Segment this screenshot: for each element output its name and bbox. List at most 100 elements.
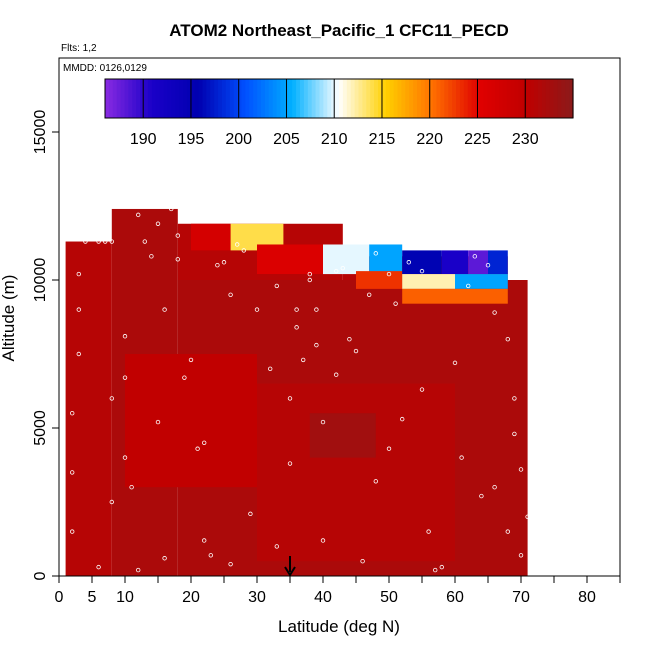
colorbar-segment <box>444 79 449 118</box>
sample-point <box>492 485 497 490</box>
heatmap-cell <box>356 271 403 289</box>
colorbar-segment <box>339 79 344 118</box>
heatmap-cell <box>309 413 376 458</box>
colorbar-segment <box>237 79 243 118</box>
colorbar-segment <box>303 79 309 118</box>
colorbar-segment <box>346 79 352 118</box>
y-tick-label: 5000 <box>32 410 49 446</box>
colorbar-segment <box>370 79 375 118</box>
x-tick-label: 70 <box>512 589 530 606</box>
sample-point <box>122 375 128 380</box>
colorbar-segment <box>218 79 223 118</box>
x-tick-label: 80 <box>578 589 596 606</box>
colorbar-segment <box>393 79 399 118</box>
sample-point <box>307 271 312 277</box>
colorbar-segment <box>526 79 531 118</box>
colorbar-segment <box>479 79 484 118</box>
sample-point <box>466 283 471 289</box>
colorbar-segment <box>491 79 496 118</box>
sample-point <box>439 564 444 570</box>
sample-point <box>182 375 187 380</box>
colorbar-segment <box>163 79 168 118</box>
colorbar-segment <box>510 79 516 118</box>
colorbar-segment <box>565 79 570 118</box>
sample-point <box>419 387 425 392</box>
sample-point <box>215 263 220 268</box>
sample-point <box>175 257 180 262</box>
sample-point <box>334 268 339 274</box>
colorbar-segment <box>397 79 402 118</box>
colorbar-segment <box>483 79 488 118</box>
colorbar-segment <box>569 79 574 118</box>
colorbar-segment <box>264 79 270 118</box>
sample-point <box>208 553 213 558</box>
y-tick-label: 10000 <box>32 258 49 303</box>
colorbar-segment <box>378 79 383 118</box>
colorbar-segment <box>233 79 239 118</box>
colorbar-segment <box>467 79 473 118</box>
colorbar-segment <box>147 79 153 118</box>
heatmap-cell <box>65 241 112 576</box>
colorbar-segment <box>541 79 547 118</box>
sample-point <box>109 499 114 505</box>
colorbar-segment <box>498 79 504 118</box>
sample-point <box>334 372 339 377</box>
sample-point <box>96 239 101 244</box>
colorbar-segment <box>144 79 149 118</box>
sample-point <box>175 233 180 238</box>
flights-label: Flts: 1,2 <box>61 43 97 54</box>
colorbar-segment <box>405 79 410 118</box>
sample-point <box>201 440 207 445</box>
colorbar-segment <box>249 79 254 118</box>
sample-point <box>512 431 517 437</box>
sample-point <box>287 396 293 401</box>
sample-point <box>76 351 81 357</box>
sample-point <box>109 396 114 401</box>
colorbar-segment <box>553 79 558 118</box>
colorbar-segment <box>198 79 204 118</box>
x-tick-label: 5 <box>88 589 97 606</box>
sample-point <box>83 239 88 244</box>
colorbar-segment <box>315 79 321 118</box>
colorbar-segment <box>389 79 395 118</box>
sample-point <box>274 544 279 549</box>
colorbar-segment <box>292 79 297 118</box>
sample-point <box>248 511 253 517</box>
sample-point <box>406 260 411 265</box>
colorbar-segment <box>155 79 161 118</box>
colorbar-segment <box>327 79 332 118</box>
latitude-marker-arrow <box>284 556 296 577</box>
sample-point <box>122 455 128 460</box>
sample-point <box>426 529 431 534</box>
colorbar-segment <box>432 79 438 118</box>
colorbar-segment <box>245 79 250 118</box>
sample-point <box>505 337 510 342</box>
sample-point <box>201 538 207 543</box>
sample-point <box>241 248 246 253</box>
colorbar-tick-label: 190 <box>130 131 157 148</box>
sample-point <box>69 470 75 475</box>
sample-point <box>525 514 530 519</box>
heatmap-cell <box>125 354 257 488</box>
colorbar-segment <box>506 79 512 118</box>
colorbar-segment <box>167 79 172 118</box>
colorbar-segment <box>456 79 461 118</box>
sample-point <box>485 263 491 268</box>
colorbar-segment <box>151 79 157 118</box>
colorbar-segment <box>502 79 508 118</box>
sample-point <box>76 307 81 312</box>
colorbar-tick-label: 225 <box>464 131 491 148</box>
colorbar-segment <box>530 79 535 118</box>
sample-point <box>347 337 352 342</box>
sample-point <box>314 307 319 312</box>
colorbar-segment <box>214 79 219 118</box>
colorbar-segment <box>335 79 340 118</box>
heatmap-cell <box>455 274 508 289</box>
sample-point <box>69 411 75 416</box>
colorbar-segment <box>459 79 465 118</box>
colorbar-segment <box>374 79 379 118</box>
sample-point <box>367 292 372 297</box>
colorbar-segment <box>159 79 165 118</box>
colorbar-segment <box>206 79 211 118</box>
x-tick-label: 50 <box>380 589 398 606</box>
